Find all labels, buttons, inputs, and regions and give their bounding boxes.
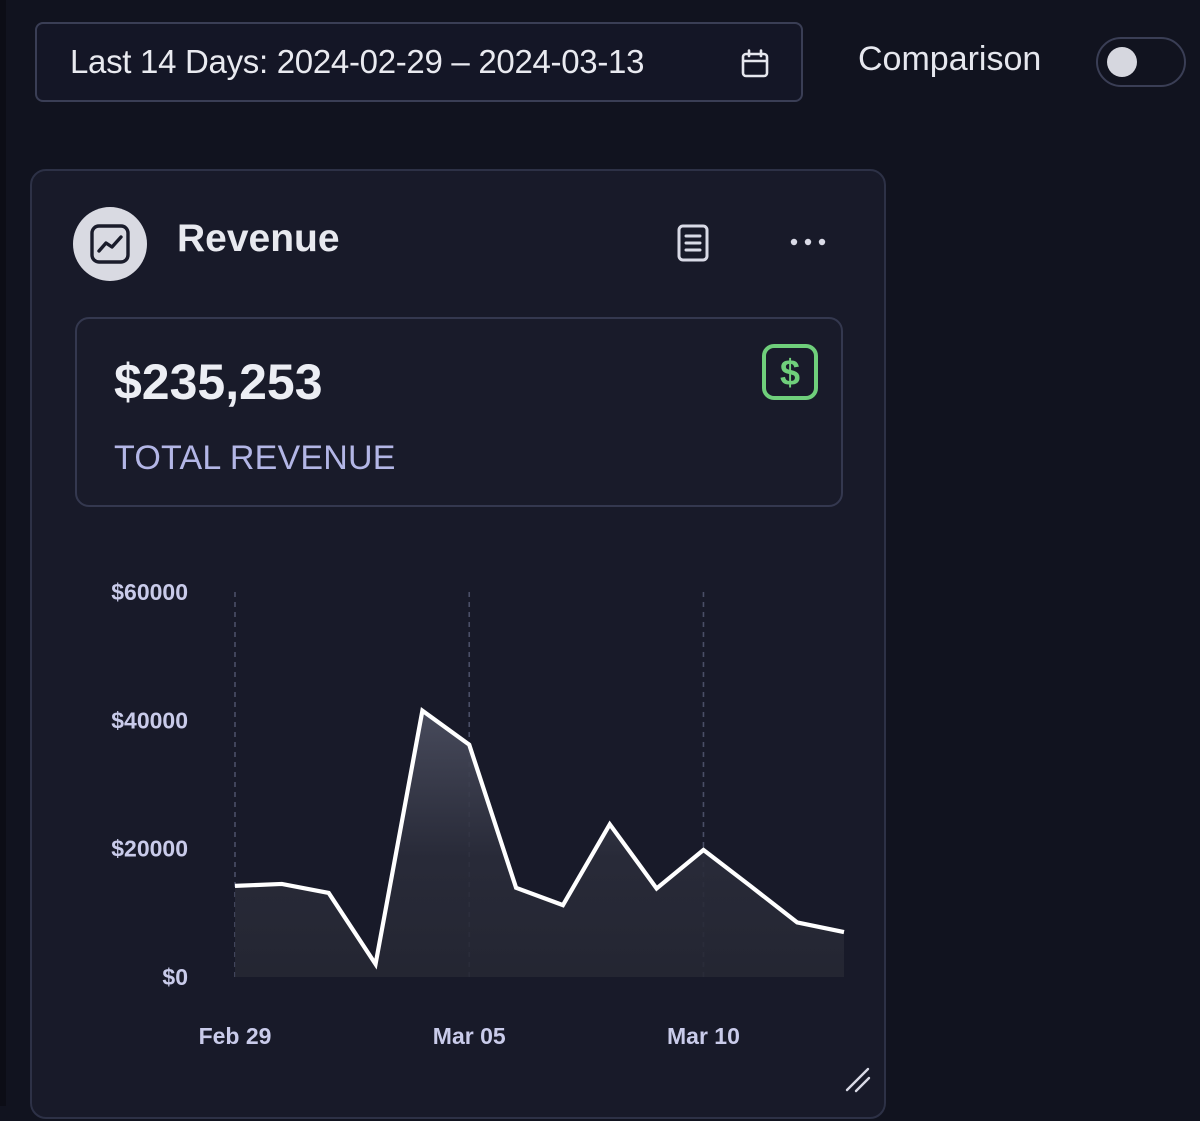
y-tick-label: $40000 xyxy=(111,707,188,733)
revenue-line xyxy=(235,711,844,964)
x-tick-label: Mar 05 xyxy=(433,1023,506,1049)
x-tick-label: Mar 10 xyxy=(667,1023,740,1049)
dollar-icon: $ xyxy=(761,343,819,401)
card-avatar xyxy=(73,207,147,281)
y-tick-label: $0 xyxy=(162,964,188,990)
y-tick-label: $60000 xyxy=(111,579,188,605)
kpi-value: $235,253 xyxy=(114,353,323,411)
svg-text:$: $ xyxy=(780,352,800,393)
card-title: Revenue xyxy=(177,217,340,261)
y-tick-label: $20000 xyxy=(111,836,188,862)
date-range-picker[interactable]: Last 14 Days: 2024-02-29 – 2024-03-13 xyxy=(35,22,803,102)
revenue-chart: $0 $20000 $40000 $60000 Feb 29 Mar 05 Mar 10 xyxy=(32,171,888,1121)
more-options-icon[interactable] xyxy=(786,227,830,257)
revenue-area xyxy=(235,711,844,977)
comparison-toggle[interactable] xyxy=(1096,37,1186,87)
notes-icon[interactable] xyxy=(673,223,713,263)
comparison-label: Comparison xyxy=(858,40,1041,79)
calendar-icon xyxy=(739,48,771,80)
window-edge xyxy=(0,0,6,1106)
date-range-label: Last 14 Days: 2024-02-29 – 2024-03-13 xyxy=(70,43,644,81)
kpi-label: TOTAL REVENUE xyxy=(114,439,396,478)
revenue-card: Revenue $235,253 TOTAL REVENUE $ $0$200 xyxy=(30,169,886,1119)
resize-handle-icon[interactable] xyxy=(844,1066,872,1094)
kpi-box: $235,253 TOTAL REVENUE $ xyxy=(75,317,843,507)
toggle-knob xyxy=(1107,47,1137,77)
x-tick-label: Feb 29 xyxy=(199,1023,272,1049)
line-chart-icon xyxy=(88,222,132,266)
